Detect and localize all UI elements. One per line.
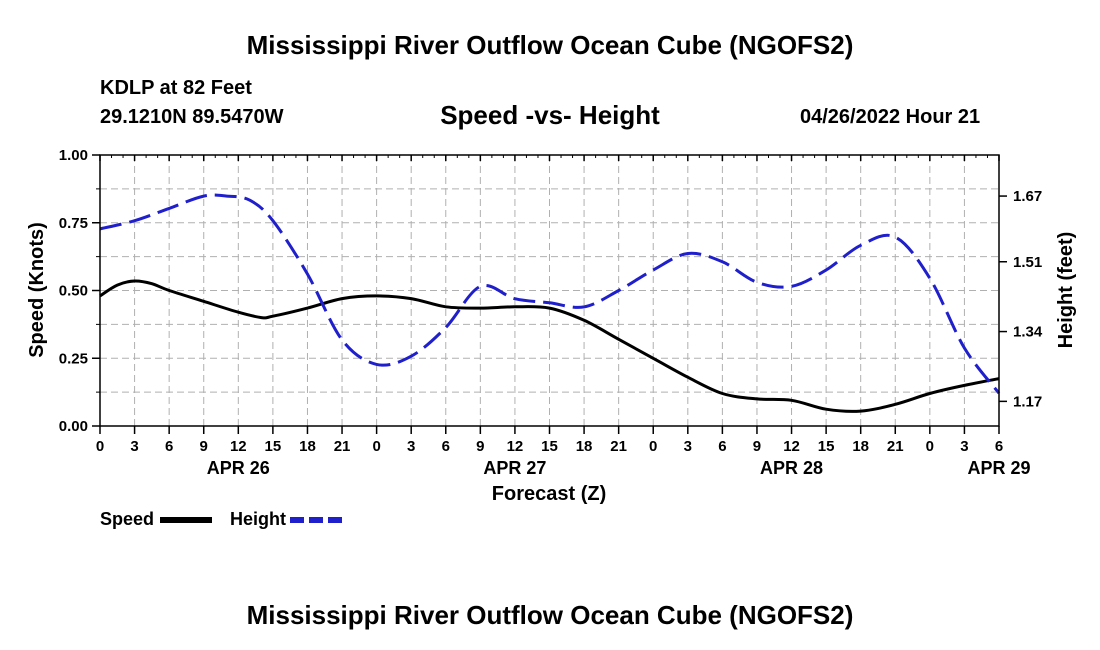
x-tick-label: 18 [299,438,316,455]
x-tick-label: 12 [783,438,800,455]
footer-title: Mississippi River Outflow Ocean Cube (NG… [246,600,854,630]
x-tick-label: 3 [130,438,138,455]
x-tick-label: 3 [407,438,415,455]
chart-main-title: Mississippi River Outflow Ocean Cube (NG… [246,30,854,60]
height-series-line [99,193,1001,395]
y2-axis-title: Height (feet) [1055,232,1077,349]
x-tick-label: 15 [541,438,558,455]
forecast-datetime: 04/26/2022 Hour 21 [800,106,981,128]
date-label: APR 29 [967,458,1030,478]
y-axis-title: Speed (Knots) [26,222,48,358]
station-label: KDLP at 82 Feet [100,77,252,99]
x-axis-title: Forecast (Z) [492,483,606,505]
legend-speed-label: Speed [100,509,154,529]
x-tick-label: 18 [852,438,869,455]
x-tick-label: 15 [265,438,282,455]
coordinates-label: 29.1210N 89.5470W [100,106,284,128]
y-tick-label: 0.25 [59,350,88,367]
x-tick-label: 6 [718,438,726,455]
x-tick-label: 0 [649,438,657,455]
speed-series-line [99,279,1000,413]
x-tick-label: 15 [818,438,835,455]
y-tick-label: 1.00 [59,147,88,164]
x-tick-label: 12 [230,438,247,455]
x-tick-label: 3 [684,438,692,455]
x-tick-label: 21 [334,438,351,455]
y2-tick-label: 1.34 [1013,324,1043,341]
axes: 0 3 6 9 12 15 18 21 0 3 6 9 12 15 18 21 0 3 6 9 12 15 18 21 0 3 6 A… [59,147,1043,478]
x-tick-label: 9 [200,438,208,455]
date-label: APR 26 [207,458,270,478]
x-tick-label: 3 [960,438,968,455]
y2-tick-label: 1.17 [1013,393,1042,410]
y2-tick-label: 1.67 [1013,188,1042,205]
y-tick-label: 0.50 [59,283,88,300]
x-tick-label: 21 [887,438,904,455]
date-label: APR 28 [760,458,823,478]
legend: Speed Height [100,509,342,529]
y2-tick-label: 1.51 [1013,254,1042,271]
x-tick-label: 12 [507,438,524,455]
x-tick-label: 0 [926,438,934,455]
chart-subtitle: Speed -vs- Height [440,100,660,130]
date-label: APR 27 [483,458,546,478]
x-tick-label: 18 [576,438,593,455]
x-tick-label: 9 [753,438,761,455]
x-tick-label: 6 [165,438,173,455]
x-tick-label: 9 [476,438,484,455]
x-tick-label: 6 [995,438,1003,455]
x-tick-label: 21 [610,438,627,455]
x-tick-label: 6 [442,438,450,455]
series-lines [99,193,1001,413]
x-tick-label: 0 [372,438,380,455]
y-tick-label: 0.75 [59,215,88,232]
y-tick-label: 0.00 [59,418,88,435]
legend-height-label: Height [230,509,286,529]
x-tick-label: 0 [96,438,104,455]
